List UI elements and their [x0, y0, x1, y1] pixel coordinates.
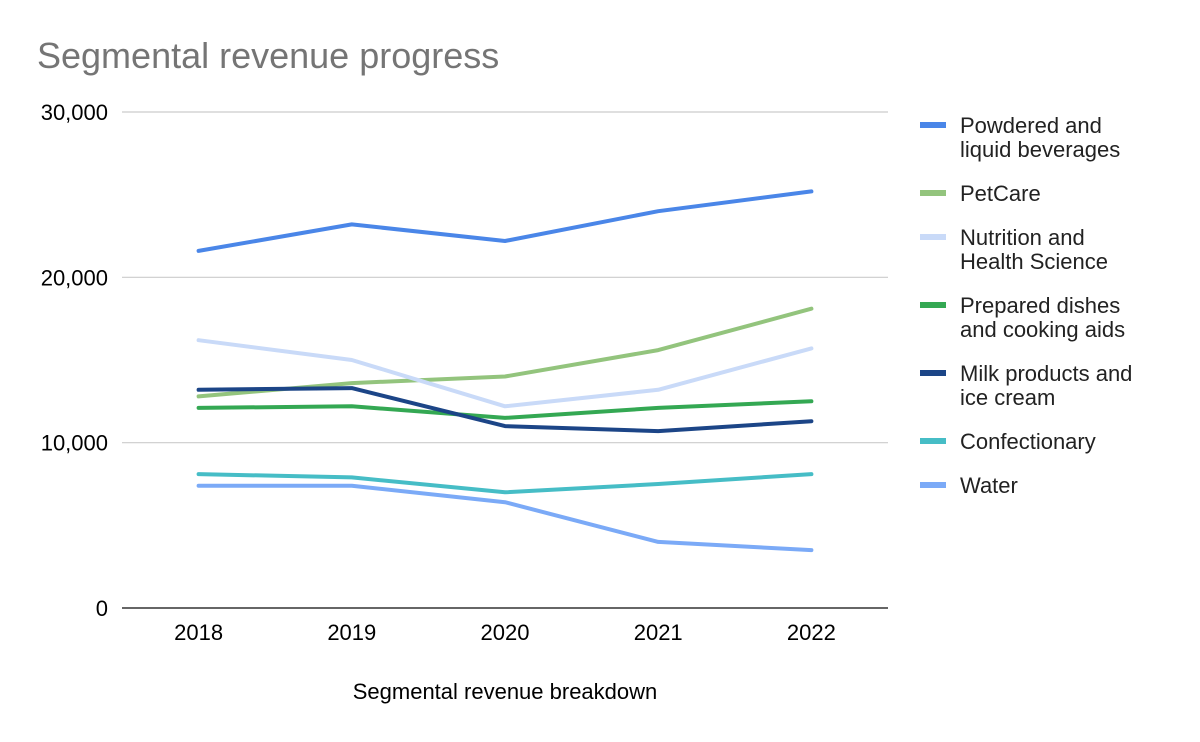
x-tick-label: 2018 — [174, 620, 223, 645]
legend-item: PetCare — [920, 181, 1041, 206]
legend-label: Powdered and — [960, 113, 1102, 138]
legend-label: Milk products and — [960, 361, 1132, 386]
series-line-4 — [196, 399, 814, 420]
y-tick-label: 0 — [96, 596, 108, 621]
x-tick-label: 2020 — [481, 620, 530, 645]
x-tick-label: 2021 — [634, 620, 683, 645]
x-tick-label: 2022 — [787, 620, 836, 645]
chart-title: Segmental revenue progress — [37, 35, 499, 76]
legend-swatch — [920, 302, 946, 308]
x-axis-tick-labels: 2018 2019 2020 2021 2022 — [174, 620, 836, 645]
y-axis-tick-labels: 0 10,000 20,000 30,000 — [41, 100, 108, 621]
series-line-5 — [196, 386, 814, 434]
y-tick-label: 10,000 — [41, 431, 108, 456]
legend-label: Confectionary — [960, 429, 1096, 454]
legend-item: Water — [920, 473, 1018, 498]
series-lines — [196, 189, 814, 553]
legend-item: Confectionary — [920, 429, 1096, 454]
legend-swatch — [920, 234, 946, 240]
legend-label: Water — [960, 473, 1018, 498]
legend-swatch — [920, 370, 946, 376]
legend-label: and cooking aids — [960, 317, 1125, 342]
y-tick-label: 30,000 — [41, 100, 108, 125]
y-tick-label: 20,000 — [41, 265, 108, 290]
legend-label: ice cream — [960, 385, 1055, 410]
x-tick-label: 2019 — [327, 620, 376, 645]
gridlines — [122, 111, 888, 444]
legend-label: PetCare — [960, 181, 1041, 206]
legend-label: Health Science — [960, 249, 1108, 274]
legend-label: liquid beverages — [960, 137, 1120, 162]
legend-swatch — [920, 190, 946, 196]
legend-label: Nutrition and — [960, 225, 1085, 250]
series-line-3 — [196, 338, 814, 409]
legend-swatch — [920, 482, 946, 488]
legend-swatch — [920, 438, 946, 444]
legend-label: Prepared dishes — [960, 293, 1120, 318]
x-axis-label: Segmental revenue breakdown — [353, 679, 658, 704]
series-line-7 — [196, 483, 814, 553]
legend-swatch — [920, 122, 946, 128]
series-line-1 — [196, 189, 814, 253]
series-line-6 — [196, 472, 814, 495]
